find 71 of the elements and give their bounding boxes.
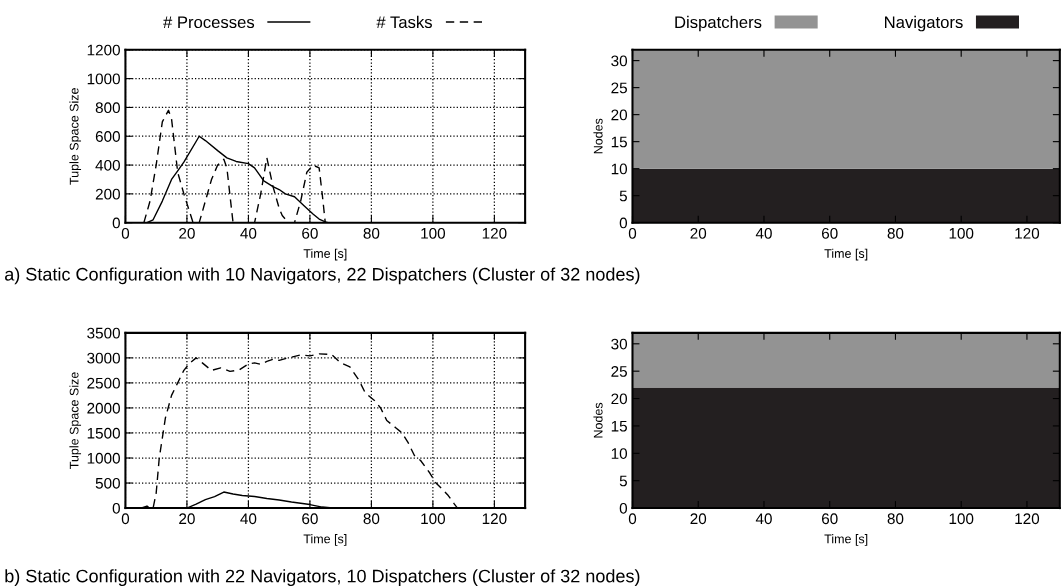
x-tick-label: 80 bbox=[363, 513, 380, 525]
x-tick-label: 100 bbox=[421, 513, 446, 525]
x-tick-label: 100 bbox=[949, 513, 974, 525]
y-tick-label: 1000 bbox=[87, 73, 120, 85]
y-tick-label: 30 bbox=[611, 338, 628, 350]
x-tick-label: 40 bbox=[240, 227, 257, 239]
x-tick-label: 100 bbox=[949, 227, 974, 239]
x-tick-label: 20 bbox=[690, 513, 707, 525]
x-tick-label: 0 bbox=[121, 513, 130, 525]
y-tick-label: 500 bbox=[95, 477, 120, 489]
y-tick-label: 2500 bbox=[87, 377, 120, 389]
y-tick-label: 200 bbox=[95, 188, 120, 200]
x-tick-label: 120 bbox=[482, 227, 507, 239]
x-tick-label: 120 bbox=[1015, 227, 1040, 239]
y-tick-label: 10 bbox=[611, 448, 628, 459]
y-tick-label: 0 bbox=[619, 502, 628, 514]
y-tick-label: 3500 bbox=[87, 327, 120, 339]
x-tick-label: 60 bbox=[302, 227, 318, 239]
text: b) Static Configuration with 22 Navigators, 10 Dispatchers (Cluster of 32 nodes) bbox=[5, 569, 640, 586]
x-tick-label: 120 bbox=[482, 513, 507, 525]
x-tick-label: 100 bbox=[421, 227, 446, 239]
x-tick-label: 120 bbox=[1015, 513, 1040, 525]
y-tick-label: 15 bbox=[611, 420, 627, 432]
x-tick-label: 80 bbox=[887, 227, 904, 239]
y-tick-label: 20 bbox=[611, 393, 628, 405]
x-tick-label: 60 bbox=[821, 513, 838, 525]
y-tick-label: 10 bbox=[611, 163, 628, 175]
x-tick-label: 60 bbox=[821, 227, 838, 239]
x-tick-label: 0 bbox=[628, 227, 637, 239]
x-tick-label: 0 bbox=[121, 227, 130, 239]
x-tick-label: 20 bbox=[690, 227, 707, 239]
x-tick-label: 60 bbox=[302, 513, 318, 525]
x-tick-label: 40 bbox=[755, 227, 772, 239]
x-tick-label: 80 bbox=[363, 227, 380, 239]
y-axis-title: Tuple Space Size bbox=[69, 372, 82, 469]
y-tick-label: 1500 bbox=[87, 427, 120, 439]
legend-label: Dispatchers bbox=[675, 15, 762, 32]
y-tick-label: 25 bbox=[611, 82, 627, 94]
x-axis-title: Time [s] bbox=[303, 248, 347, 261]
x-tick-label: 0 bbox=[628, 513, 637, 525]
x-tick-label: 40 bbox=[755, 513, 772, 525]
x-tick-label: 40 bbox=[240, 513, 257, 525]
y-tick-label: 0 bbox=[112, 502, 120, 514]
y-tick-label: 25 bbox=[611, 366, 627, 377]
y-tick-label: 5 bbox=[619, 190, 627, 202]
y-axis-title: Nodes bbox=[593, 118, 603, 154]
y-tick-label: 5 bbox=[619, 475, 627, 487]
y-tick-label: 2000 bbox=[87, 402, 120, 414]
y-axis-title: Nodes bbox=[593, 402, 603, 438]
y-tick-label: 30 bbox=[611, 55, 628, 67]
y-tick-label: 0 bbox=[112, 217, 120, 229]
y-axis-title: Tuple Space Size bbox=[69, 88, 82, 185]
y-tick-label: 400 bbox=[95, 159, 120, 171]
y-tick-label: 1200 bbox=[87, 44, 120, 56]
x-tick-label: 20 bbox=[179, 227, 195, 239]
legend-label: Navigators bbox=[885, 15, 963, 32]
y-tick-label: 3000 bbox=[87, 352, 120, 364]
legend-label: # Tasks bbox=[376, 15, 432, 29]
y-tick-label: 20 bbox=[611, 109, 628, 121]
x-axis-title: Time [s] bbox=[824, 248, 868, 261]
x-tick-label: 20 bbox=[179, 513, 195, 525]
x-tick-label: 80 bbox=[887, 513, 904, 525]
x-axis-title: Time [s] bbox=[824, 534, 868, 546]
legend-label: # Processes bbox=[163, 16, 255, 29]
y-tick-label: 15 bbox=[611, 136, 627, 148]
y-tick-label: 0 bbox=[619, 217, 628, 229]
y-tick-label: 600 bbox=[95, 131, 120, 142]
y-tick-label: 1000 bbox=[87, 452, 120, 464]
text: a) Static Configuration with 10 Navigators, 22 Dispatchers (Cluster of 32 nodes) bbox=[5, 267, 640, 285]
x-axis-title: Time [s] bbox=[303, 534, 347, 546]
y-tick-label: 800 bbox=[95, 102, 120, 114]
